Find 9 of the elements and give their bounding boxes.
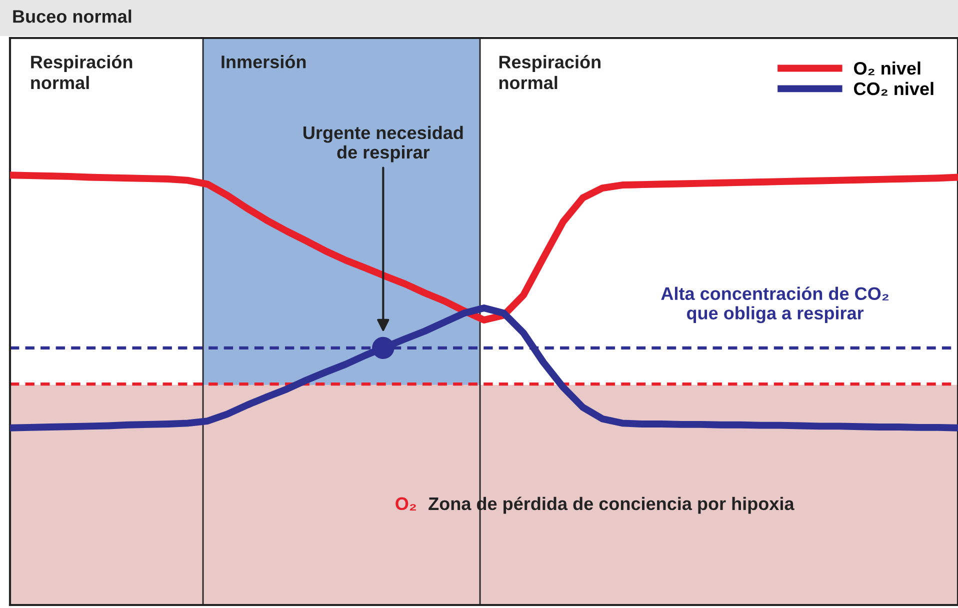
text: Urgente necesidad de respirar	[303, 126, 463, 162]
ref-line-label: Alta concentración de CO₂ que obliga a respirar	[661, 286, 888, 324]
annotation: O₂	[396, 497, 416, 510]
text: Respiración normal	[499, 55, 600, 90]
text: Inmersión	[222, 54, 306, 68]
chart-title: Buceo normal	[13, 10, 132, 23]
legend-label: O₂ nivel	[854, 61, 920, 76]
text: Respiración normal	[31, 55, 132, 90]
legend-label: CO₂ nivel	[854, 82, 934, 96]
